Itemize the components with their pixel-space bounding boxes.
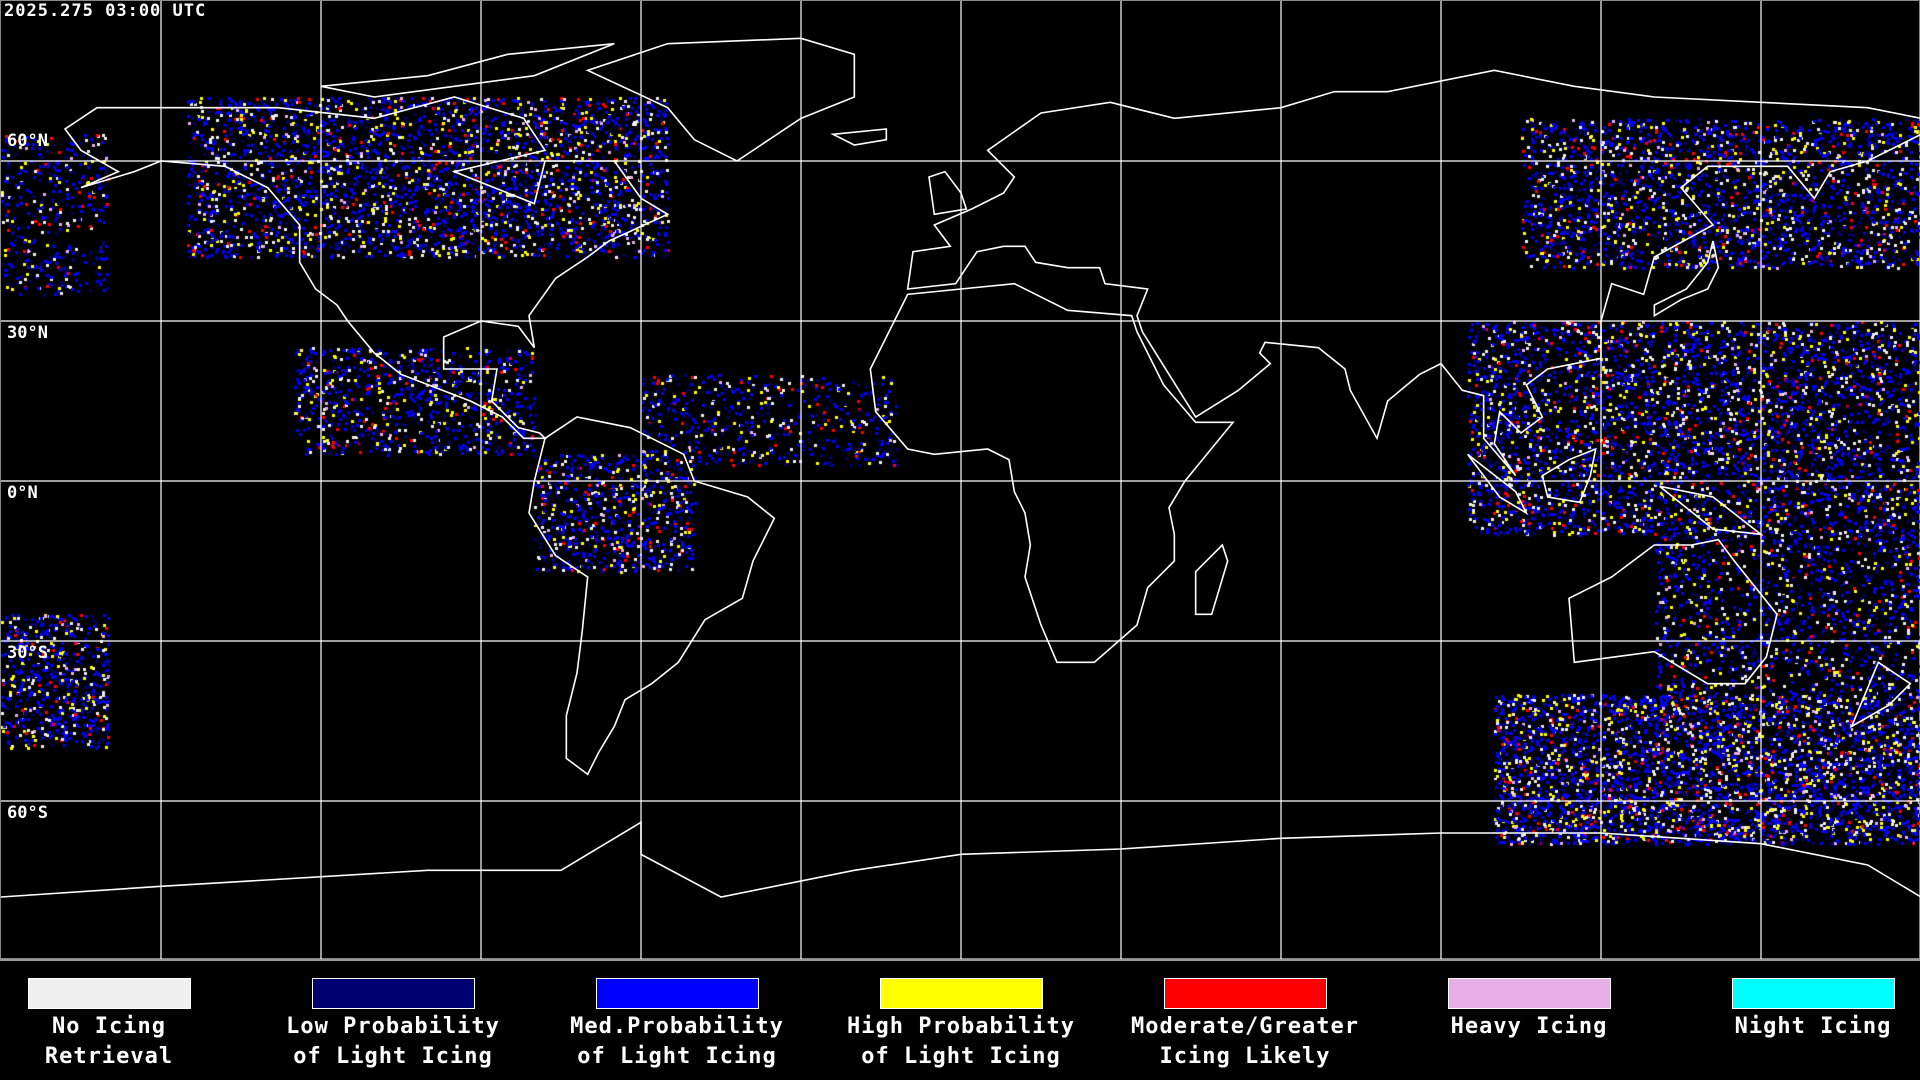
legend-label: Low Probability of Light Icing	[286, 1014, 500, 1069]
legend-swatch	[595, 978, 759, 1009]
legend-item-moderate-greater: Moderate/Greater Icing Likely	[1103, 978, 1387, 1072]
coastline-greenland	[585, 37, 856, 162]
coastline-sumatra	[1467, 453, 1529, 516]
lat-label-60s: 60°S	[7, 803, 48, 823]
legend-swatch	[27, 978, 191, 1009]
lat-label-60n: 60°N	[7, 131, 48, 151]
coastline-britain	[928, 170, 968, 216]
legend-label: Med.Probability of Light Icing	[570, 1014, 784, 1069]
legend-item-night-icing: Night Icing	[1671, 978, 1920, 1042]
legend-item-high-probability: High Probability of Light Icing	[819, 978, 1103, 1072]
legend-swatch	[879, 978, 1043, 1009]
coastline-australia	[1568, 538, 1778, 685]
coastline-iceland	[830, 128, 888, 146]
legend-swatch	[1731, 978, 1895, 1009]
coastline-africa	[869, 282, 1235, 664]
legend-label: No Icing Retrieval	[44, 1014, 174, 1069]
legend-label: Night Icing	[1734, 1014, 1892, 1039]
legend-divider	[0, 959, 1920, 961]
legend-swatch	[311, 978, 475, 1009]
coastline-eurasia	[906, 69, 1920, 477]
legend-label: High Probability of Light Icing	[847, 1014, 1075, 1069]
coastline-antarctica	[1, 820, 1920, 898]
coastline-madagascar	[1194, 543, 1229, 616]
legend-item-heavy-icing: Heavy Icing	[1387, 978, 1671, 1042]
timestamp-title: 2025.275 03:00 UTC	[4, 1, 207, 21]
icing-map: 2025.275 03:00 UTC 60°N 30°N 0°N 30°S 60…	[0, 0, 1920, 960]
lat-label-0n: 0°N	[7, 483, 38, 503]
lat-label-30n: 30°N	[7, 323, 48, 343]
legend-swatch	[1447, 978, 1611, 1009]
legend-label: Moderate/Greater Icing Likely	[1131, 1014, 1359, 1069]
legend-item-no-icing: No Icing Retrieval	[0, 978, 251, 1072]
coastline-borneo	[1541, 447, 1597, 504]
lat-label-30s: 30°S	[7, 643, 48, 663]
legend-swatch	[1163, 978, 1327, 1009]
coastlines-and-grid	[1, 1, 1920, 960]
coastline-north-america	[63, 96, 670, 440]
legend-item-low-probability: Low Probability of Light Icing	[251, 978, 535, 1072]
coastline-new-guinea	[1659, 485, 1764, 536]
coastline-arctic-islands	[320, 42, 615, 98]
coastline-south-america	[528, 416, 776, 776]
coastline-japan	[1653, 240, 1720, 318]
coastline-new-zealand	[1850, 661, 1912, 729]
legend-item-med-probability: Med.Probability of Light Icing	[535, 978, 819, 1072]
legend-label: Heavy Icing	[1450, 1014, 1608, 1039]
